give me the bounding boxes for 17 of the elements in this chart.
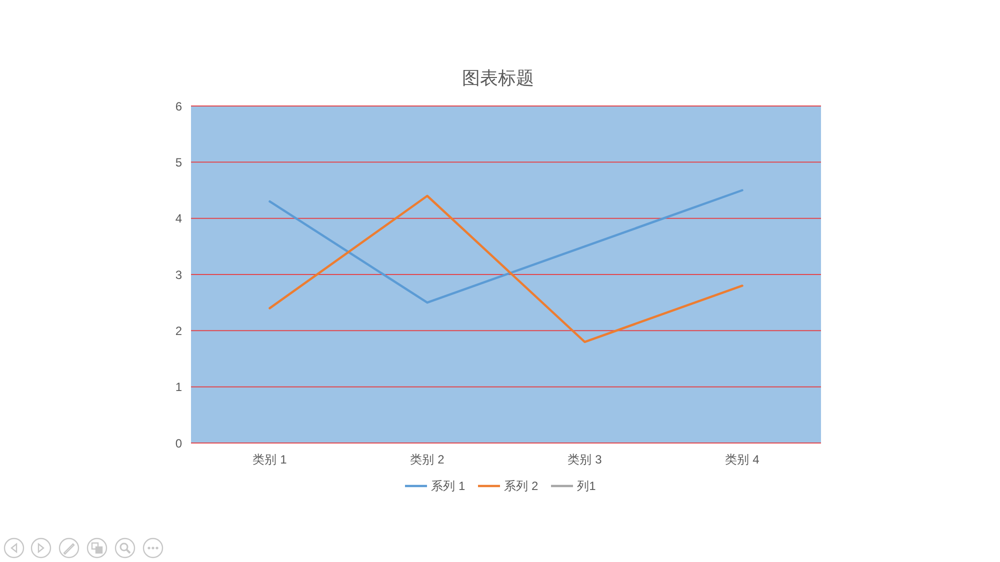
y-tick-label: 5	[175, 155, 182, 170]
y-tick-label: 6	[175, 99, 182, 114]
x-tick-label: 类别 4	[725, 452, 760, 467]
y-tick-label: 1	[175, 380, 182, 394]
x-tick-label: 类别 3	[568, 452, 602, 467]
legend-label: 系列 2	[504, 478, 538, 494]
x-tick-label: 类别 2	[410, 452, 445, 467]
legend-label: 列1	[577, 478, 596, 494]
line-series	[268, 194, 744, 344]
chart-title: 图表标题	[461, 67, 535, 90]
y-tick-label: 0	[175, 436, 182, 450]
y-tick-label: 2	[175, 324, 182, 338]
legend-label: 系列 1	[431, 478, 466, 494]
y-tick-label: 3	[175, 268, 182, 282]
line-series	[268, 189, 744, 304]
x-tick-label: 类别 1	[252, 452, 288, 467]
y-tick-label: 4	[175, 212, 182, 226]
